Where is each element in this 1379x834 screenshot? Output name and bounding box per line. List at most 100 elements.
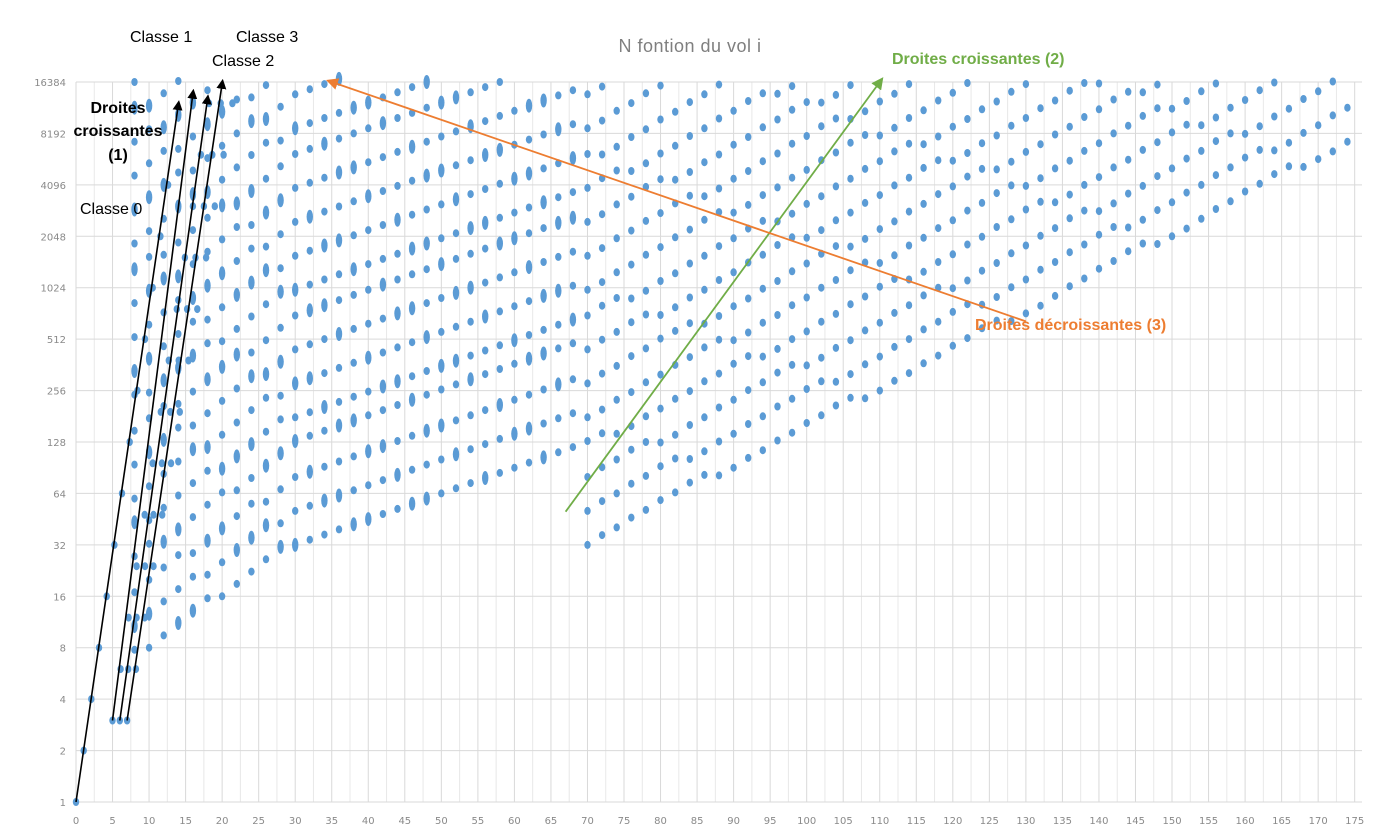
data-point bbox=[277, 323, 284, 332]
data-point bbox=[1022, 309, 1030, 318]
x-tick-label: 85 bbox=[691, 816, 704, 827]
data-point bbox=[321, 136, 328, 151]
data-point bbox=[876, 131, 883, 140]
data-point bbox=[496, 142, 503, 157]
data-point bbox=[628, 388, 635, 397]
data-point bbox=[642, 125, 650, 134]
data-point bbox=[993, 131, 1000, 140]
data-point bbox=[394, 147, 401, 156]
data-point bbox=[613, 166, 620, 175]
data-point bbox=[774, 436, 781, 445]
data-point bbox=[145, 227, 153, 236]
data-point bbox=[1022, 181, 1030, 190]
data-point bbox=[715, 312, 723, 320]
data-point bbox=[262, 555, 270, 564]
data-point bbox=[189, 132, 197, 141]
data-point bbox=[686, 132, 693, 140]
data-point bbox=[1139, 145, 1147, 154]
data-point bbox=[379, 439, 387, 454]
data-point bbox=[365, 95, 372, 110]
data-point bbox=[1095, 230, 1103, 239]
data-point bbox=[233, 287, 240, 302]
data-point bbox=[394, 437, 401, 445]
data-point bbox=[1256, 122, 1263, 131]
data-point bbox=[774, 241, 781, 249]
data-point bbox=[905, 173, 913, 182]
data-point bbox=[204, 213, 211, 222]
data-point bbox=[496, 236, 503, 251]
data-point bbox=[1066, 156, 1073, 165]
data-point bbox=[686, 191, 693, 200]
data-point bbox=[131, 588, 138, 597]
data-point bbox=[496, 111, 503, 120]
data-point bbox=[861, 292, 869, 301]
data-point bbox=[569, 312, 577, 327]
line-classe2 bbox=[119, 94, 212, 721]
scatter-points bbox=[72, 71, 1351, 806]
data-point bbox=[540, 325, 547, 334]
data-point bbox=[759, 378, 766, 387]
x-tick-label: 5 bbox=[109, 816, 115, 827]
data-point bbox=[204, 533, 211, 548]
x-tick-label: 135 bbox=[1053, 816, 1072, 827]
data-point bbox=[613, 455, 620, 464]
data-point bbox=[292, 183, 299, 192]
data-point bbox=[584, 251, 591, 260]
x-tick-label: 175 bbox=[1345, 816, 1364, 827]
data-point bbox=[160, 631, 167, 640]
data-point bbox=[949, 182, 956, 191]
data-point bbox=[1095, 264, 1103, 273]
data-point bbox=[306, 408, 313, 417]
data-point bbox=[1008, 181, 1015, 190]
data-point bbox=[715, 437, 723, 446]
data-point bbox=[949, 216, 956, 225]
data-point bbox=[394, 88, 401, 97]
data-point bbox=[379, 187, 387, 195]
data-point bbox=[657, 370, 664, 379]
data-point bbox=[248, 244, 255, 253]
data-point bbox=[350, 413, 357, 428]
data-point bbox=[482, 215, 489, 230]
x-tick-label: 80 bbox=[654, 816, 667, 827]
data-point bbox=[628, 133, 635, 141]
data-point bbox=[218, 175, 226, 184]
data-point bbox=[1271, 146, 1278, 155]
data-point bbox=[569, 210, 577, 225]
data-point bbox=[233, 223, 240, 231]
data-point bbox=[204, 440, 211, 455]
x-tick-label: 70 bbox=[581, 816, 594, 827]
data-point bbox=[1095, 79, 1103, 88]
data-point bbox=[1139, 111, 1147, 120]
data-point bbox=[189, 442, 197, 457]
data-point bbox=[847, 81, 854, 90]
data-point bbox=[803, 293, 810, 302]
data-point bbox=[379, 510, 387, 518]
data-point bbox=[628, 479, 635, 488]
data-point bbox=[218, 558, 226, 567]
data-point bbox=[394, 181, 401, 190]
data-point bbox=[467, 372, 474, 387]
x-tick-label: 0 bbox=[73, 816, 79, 827]
data-point bbox=[321, 530, 328, 539]
data-point bbox=[628, 99, 635, 108]
data-point bbox=[993, 293, 1000, 301]
data-point bbox=[905, 369, 913, 378]
data-point bbox=[233, 384, 240, 393]
data-point bbox=[262, 367, 270, 382]
data-point bbox=[1110, 95, 1117, 104]
data-point bbox=[657, 438, 664, 447]
data-point bbox=[555, 377, 562, 392]
data-point bbox=[141, 562, 149, 571]
data-point bbox=[920, 325, 927, 334]
data-point bbox=[218, 359, 226, 374]
data-point bbox=[438, 455, 445, 464]
data-point bbox=[365, 444, 372, 459]
data-point bbox=[1125, 247, 1132, 256]
data-point bbox=[832, 90, 840, 99]
data-point bbox=[613, 489, 620, 498]
data-point bbox=[701, 413, 708, 422]
data-point bbox=[1241, 129, 1249, 138]
data-point bbox=[569, 443, 577, 452]
data-point bbox=[628, 445, 635, 454]
data-point bbox=[145, 606, 153, 621]
